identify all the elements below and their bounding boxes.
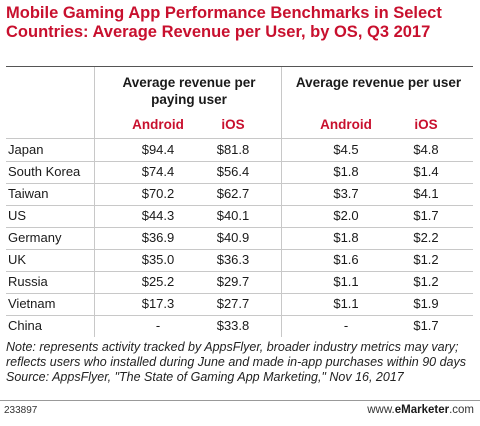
cell-arpu-android: $1.1 <box>333 296 359 311</box>
cell-arpu-ios: $2.2 <box>413 230 439 245</box>
column-header-arppu-android: Android <box>132 117 184 132</box>
cell-arpu-android: $1.8 <box>333 164 359 179</box>
cell-arppu-android: $70.2 <box>141 186 175 201</box>
cell-arpu-android: $1.1 <box>333 274 359 289</box>
cell-arpu-ios: $1.2 <box>413 274 439 289</box>
cell-arpu-ios: $1.9 <box>413 296 439 311</box>
cell-arppu-ios: $40.1 <box>216 208 250 223</box>
cell-arppu-ios: $33.8 <box>216 318 250 333</box>
cell-arpu-ios: $1.7 <box>413 208 439 223</box>
row-country: US <box>8 208 27 223</box>
cell-arpu-ios: $4.1 <box>413 186 439 201</box>
row-divider <box>6 205 473 206</box>
brand-name: eMarketer <box>394 404 450 416</box>
cell-arppu-ios: $56.4 <box>216 164 250 179</box>
cell-arppu-android: $74.4 <box>141 164 175 179</box>
table-row: UK $35.0 $36.3 $1.6 $1.2 <box>6 249 473 271</box>
cell-arppu-android: $36.9 <box>141 230 175 245</box>
row-divider <box>6 161 473 162</box>
cell-arpu-android: $1.8 <box>333 230 359 245</box>
row-country: UK <box>8 252 27 267</box>
cell-arpu-android: $1.6 <box>333 252 359 267</box>
row-country: South Korea <box>8 164 81 179</box>
group-header-arpu: Average revenue per user <box>295 75 462 90</box>
cell-arpu-android: - <box>343 318 349 333</box>
row-divider <box>6 293 473 294</box>
footer: 233897 www.eMarketer.com <box>0 400 480 426</box>
header-divider <box>6 138 473 139</box>
group-header-arppu: Average revenue per paying user <box>122 75 256 107</box>
chart-id: 233897 <box>4 405 38 416</box>
table-row: US $44.3 $40.1 $2.0 $1.7 <box>6 205 473 227</box>
row-divider <box>6 227 473 228</box>
cell-arppu-ios: $62.7 <box>216 186 250 201</box>
brand-suffix: .com <box>449 404 474 416</box>
brand-link[interactable]: www.eMarketer.com <box>367 404 474 416</box>
cell-arppu-android: $25.2 <box>141 274 175 289</box>
table-row: Vietnam $17.3 $27.7 $1.1 $1.9 <box>6 293 473 315</box>
cell-arpu-ios: $4.8 <box>413 142 439 157</box>
cell-arpu-ios: $1.7 <box>413 318 439 333</box>
column-divider <box>281 67 282 337</box>
cell-arppu-android: - <box>155 318 161 333</box>
row-divider <box>6 271 473 272</box>
row-country: Japan <box>8 142 44 157</box>
table-row: Japan $94.4 $81.8 $4.5 $4.8 <box>6 139 473 161</box>
table-row: Russia $25.2 $29.7 $1.1 $1.2 <box>6 271 473 293</box>
row-country: China <box>8 318 42 333</box>
cell-arpu-android: $4.5 <box>333 142 359 157</box>
cell-arpu-android: $2.0 <box>333 208 359 223</box>
table-row: South Korea $74.4 $56.4 $1.8 $1.4 <box>6 161 473 183</box>
cell-arppu-android: $94.4 <box>141 142 175 157</box>
row-divider <box>6 249 473 250</box>
cell-arpu-ios: $1.4 <box>413 164 439 179</box>
source-text: Source: AppsFlyer, "The State of Gaming … <box>6 370 404 384</box>
note-text: Note: represents activity tracked by App… <box>6 340 466 369</box>
cell-arppu-ios: $29.7 <box>216 274 250 289</box>
column-divider <box>94 67 95 337</box>
cell-arppu-android: $44.3 <box>141 208 175 223</box>
chart-title: Mobile Gaming App Performance Benchmarks… <box>6 4 442 41</box>
cell-arppu-android: $35.0 <box>141 252 175 267</box>
table-row: China - $33.8 - $1.7 <box>6 315 473 337</box>
row-country: Germany <box>8 230 62 245</box>
column-header-arppu-ios: iOS <box>221 117 245 132</box>
table-row: Taiwan $70.2 $62.7 $3.7 $4.1 <box>6 183 473 205</box>
cell-arppu-ios: $40.9 <box>216 230 250 245</box>
row-country: Russia <box>8 274 48 289</box>
column-header-arpu-android: Android <box>320 117 372 132</box>
table-row: Germany $36.9 $40.9 $1.8 $2.2 <box>6 227 473 249</box>
table-note: Note: represents activity tracked by App… <box>6 340 474 385</box>
row-divider <box>6 183 473 184</box>
row-country: Vietnam <box>8 296 56 311</box>
cell-arppu-ios: $36.3 <box>216 252 250 267</box>
cell-arppu-ios: $27.7 <box>216 296 250 311</box>
cell-arppu-ios: $81.8 <box>216 142 250 157</box>
data-table: Average revenue per paying user Average … <box>6 66 473 337</box>
brand-prefix: www. <box>367 404 395 416</box>
cell-arpu-android: $3.7 <box>333 186 359 201</box>
column-header-arpu-ios: iOS <box>414 117 438 132</box>
cell-arpu-ios: $1.2 <box>413 252 439 267</box>
row-country: Taiwan <box>8 186 49 201</box>
cell-arppu-android: $17.3 <box>141 296 175 311</box>
row-divider <box>6 315 473 316</box>
